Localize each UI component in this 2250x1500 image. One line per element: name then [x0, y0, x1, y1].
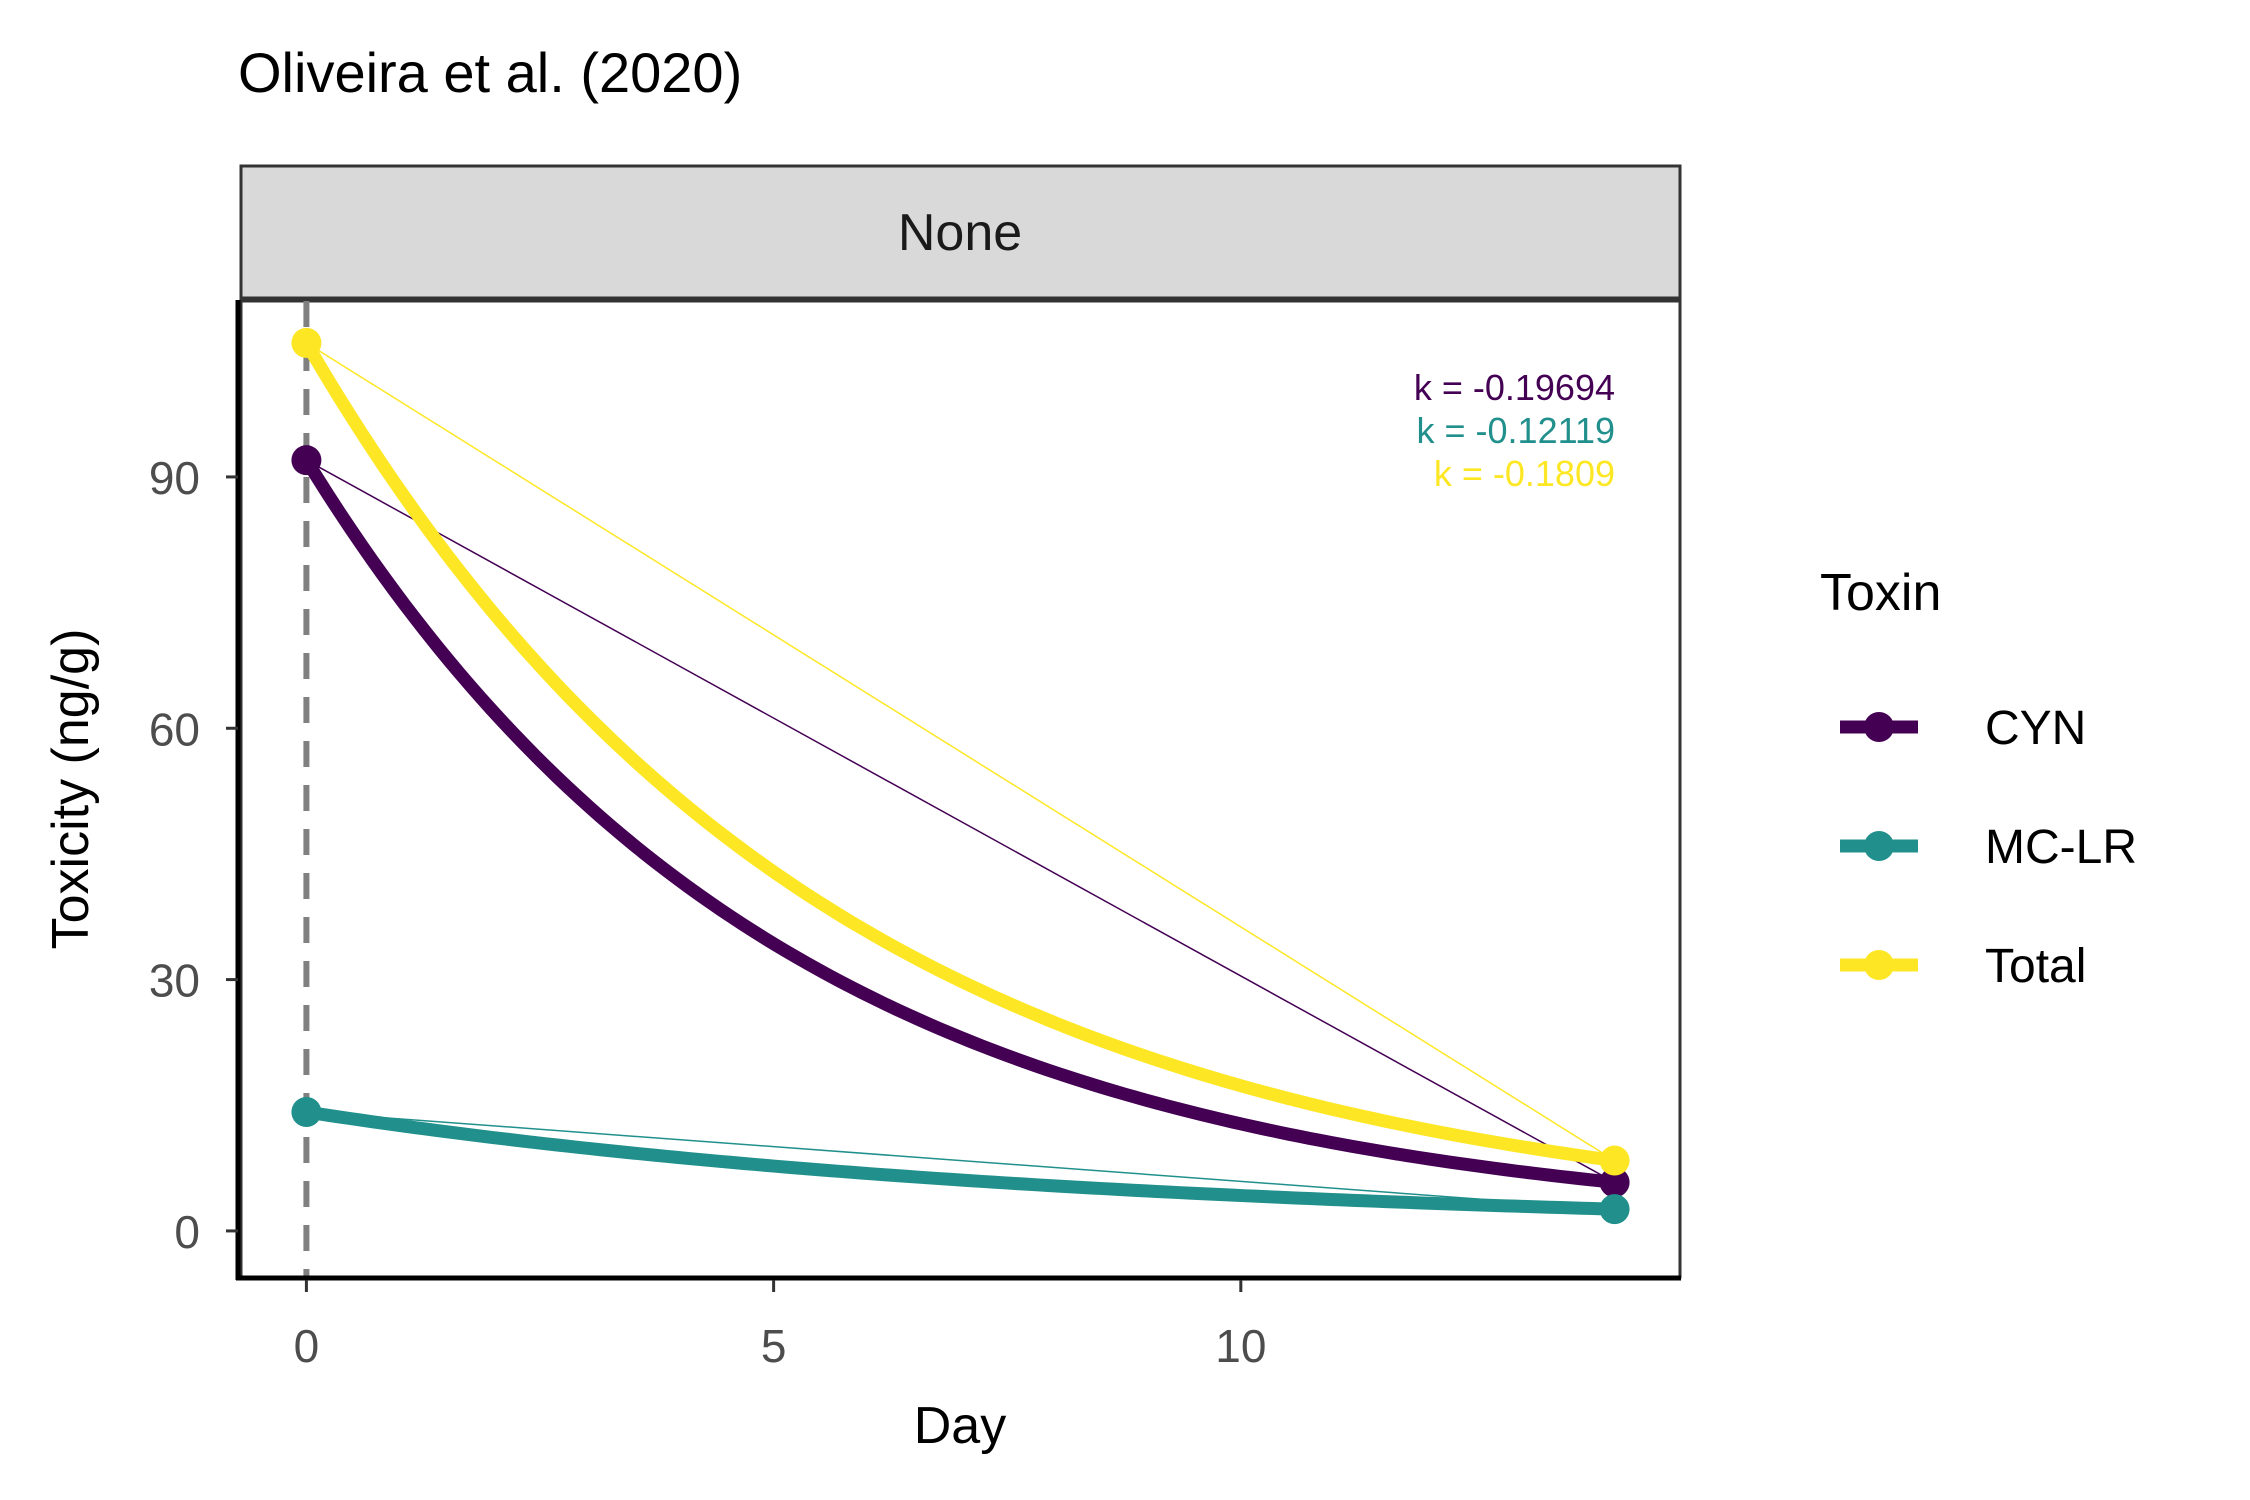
data-point-mc-lr	[1599, 1194, 1630, 1225]
legend-key-point-cyn	[1864, 712, 1894, 742]
k-annotation-total: k = -0.1809	[1434, 453, 1615, 494]
y-tick-label: 30	[149, 955, 200, 1007]
series-curve-total	[299, 336, 1622, 1168]
data-point-total	[1599, 1145, 1630, 1176]
chart-marks	[291, 301, 1630, 1277]
data-point-cyn	[291, 445, 322, 476]
axes-ticks: 0 30 60 90 0 5 10	[149, 452, 1267, 1372]
legend: CYN MC-LR Total	[1840, 702, 2137, 993]
series-curve-mc-lr	[299, 1105, 1622, 1216]
y-tick-label: 60	[149, 703, 200, 755]
k-annotation-mc-lr: k = -0.12119	[1417, 410, 1615, 451]
legend-title: Toxin	[1820, 564, 1941, 622]
y-tick-label: 90	[149, 452, 200, 504]
x-tick-label: 5	[761, 1320, 787, 1372]
data-point-total	[291, 327, 322, 358]
legend-label-cyn: CYN	[1985, 702, 2086, 755]
x-tick-label: 10	[1215, 1320, 1266, 1372]
connector-line-total	[306, 342, 1615, 1162]
legend-label-total: Total	[1985, 940, 2086, 993]
y-axis-label: Toxicity (ng/g)	[42, 629, 100, 950]
series-curve-cyn	[299, 453, 1622, 1189]
y-tick-label: 0	[174, 1206, 200, 1258]
k-annotation-cyn: k = -0.19694	[1414, 367, 1615, 408]
facet-strip	[239, 164, 1682, 300]
data-point-mc-lr	[291, 1096, 322, 1127]
x-tick-label: 0	[294, 1320, 320, 1372]
data-point-cyn	[1599, 1167, 1630, 1198]
plot-panel	[239, 299, 1682, 1279]
chart-title: Oliveira et al. (2020)	[238, 41, 742, 104]
legend-key-point-total	[1864, 950, 1894, 980]
legend-key-point-mc-lr	[1864, 831, 1894, 861]
connector-line-cyn	[306, 459, 1615, 1183]
facet-label: None	[898, 204, 1022, 262]
connector-line-mc-lr	[306, 1111, 1615, 1210]
legend-label-mc-lr: MC-LR	[1985, 821, 2137, 874]
x-axis-label: Day	[914, 1397, 1006, 1455]
